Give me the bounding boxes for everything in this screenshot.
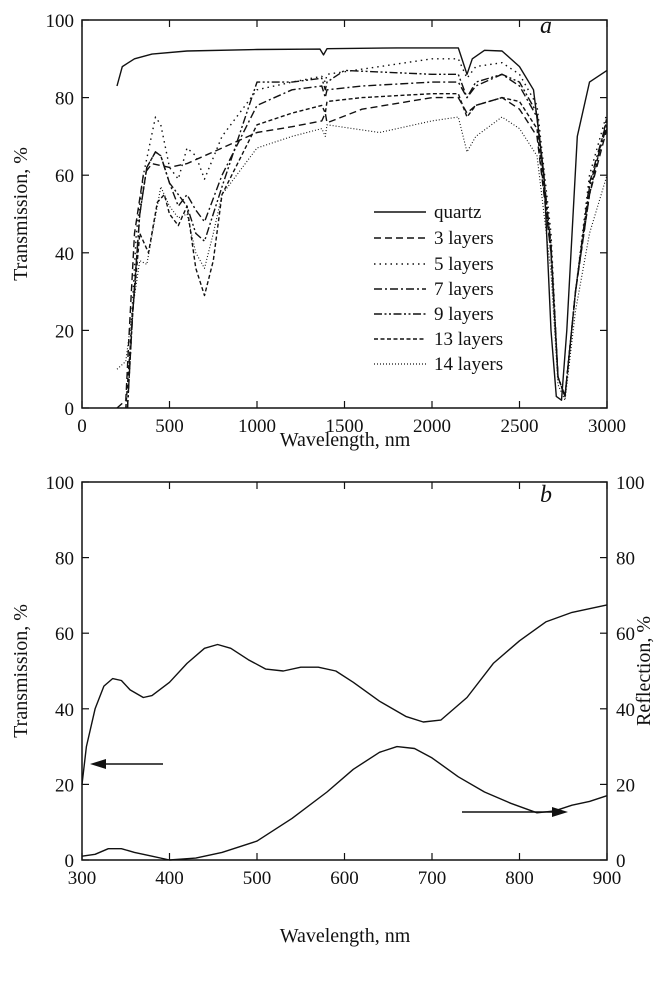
panel-a-letter: a [540, 13, 552, 39]
panel-a-x-axis-label: Wavelength, nm [280, 429, 411, 451]
panel-a-legend: quartz 3 layers 5 layers 7 layers 9 laye… [374, 202, 503, 375]
panel-b-x-tick-label: 300 [68, 868, 97, 889]
panel-a-series-lines [116, 47, 608, 409]
panel-b-right-y-tick-label: 80 [616, 549, 635, 570]
panel-a-y-axis-label: Transmission, % [10, 147, 32, 281]
panel-b-y-tick-label: 0 [65, 851, 75, 872]
panel-a-x-tick-label: 2500 [501, 416, 539, 437]
panel-a-x-tick-label: 2000 [413, 416, 451, 437]
panel-a-series-line-7-layers [126, 73, 608, 409]
panel-b-x-tick-label: 500 [243, 868, 272, 889]
panel-b-series-lines [81, 604, 608, 861]
panel-a-x-tick-label: 1000 [238, 416, 276, 437]
legend-label-quartz: quartz [434, 202, 481, 223]
panel-a-y-tick-label: 40 [55, 244, 74, 265]
panel-a-x-tick-label: 0 [77, 416, 87, 437]
panel-b-right-y-tick-label: 40 [616, 700, 635, 721]
legend-label-7-layers: 7 layers [434, 279, 494, 300]
panel-b-plot-frame [81, 481, 608, 861]
legend-label-13-layers: 13 layers [434, 329, 503, 350]
panel-a-y-tick-label: 20 [55, 321, 74, 342]
legend-label-9-layers: 9 layers [434, 304, 494, 325]
panel-b-right-y-axis-label: Reflection, % [633, 616, 655, 726]
panel-a-series-line-9-layers [126, 69, 608, 409]
panel-b-y-tick-label: 60 [55, 624, 74, 645]
panel-a-transmission-chart: 0 500 1000 1500 2000 2500 3000 0 20 40 60 80 100 a W… [10, 11, 626, 451]
panel-a-series-line-5-layers [126, 58, 608, 409]
panel-a-x-tick-label: 1500 [326, 416, 364, 437]
panel-b-x-tick-label: 800 [505, 868, 534, 889]
panel-a-x-tick-label: 3000 [588, 416, 626, 437]
panel-b-y-tick-label: 100 [46, 473, 75, 494]
panel-b-x-tick-label: 900 [593, 868, 622, 889]
panel-b-y-tick-label: 20 [55, 775, 74, 796]
panel-a-plot-frame [81, 19, 608, 409]
panel-b-x-tick-label: 700 [418, 868, 447, 889]
panel-b-x-tick-label: 400 [155, 868, 184, 889]
panel-a-y-tick-label: 80 [55, 89, 74, 110]
panel-a-y-tick-label: 60 [55, 166, 74, 187]
panel-a-ticks: 0 500 1000 1500 2000 2500 3000 0 20 40 60 80 100 [46, 11, 627, 437]
panel-b-right-y-tick-label: 20 [616, 775, 635, 796]
panel-b-x-tick-label: 600 [330, 868, 359, 889]
panel-a-series-line-13-layers [125, 93, 608, 409]
panel-b-series-line-left [81, 604, 608, 785]
panel-b-right-y-tick-label: 60 [616, 624, 635, 645]
panel-a-y-tick-label: 100 [46, 11, 75, 32]
panel-b-transmission-reflection-chart: 300 400 500 600 700 800 9000204060801000204060… [10, 473, 655, 947]
panel-a-y-tick-label: 0 [65, 399, 75, 420]
legend-label-3-layers: 3 layers [434, 228, 494, 249]
left-axis-arrow [90, 759, 163, 769]
legend-label-14-layers: 14 layers [434, 354, 503, 375]
panel-a-series-line-quartz [116, 47, 608, 401]
legend-label-5-layers: 5 layers [434, 254, 494, 275]
panel-b-ticks: 300 400 500 600 700 800 9000204060801000204060… [46, 473, 645, 889]
panel-b-right-y-tick-label: 100 [616, 473, 645, 494]
panel-b-x-axis-label: Wavelength, nm [280, 925, 411, 947]
panel-b-y-tick-label: 40 [55, 700, 74, 721]
panel-a-series-line-14-layers [116, 116, 608, 401]
panel-b-left-y-axis-label: Transmission, % [10, 604, 32, 738]
panel-b-right-y-tick-label: 0 [616, 851, 626, 872]
right-axis-arrow [462, 807, 568, 817]
panel-a-series-line-3-layers [116, 96, 608, 409]
panel-b-series-line-right [81, 745, 608, 861]
panel-a-x-tick-label: 500 [155, 416, 184, 437]
panel-b-letter: b [540, 482, 552, 508]
panel-b-y-tick-label: 80 [55, 549, 74, 570]
